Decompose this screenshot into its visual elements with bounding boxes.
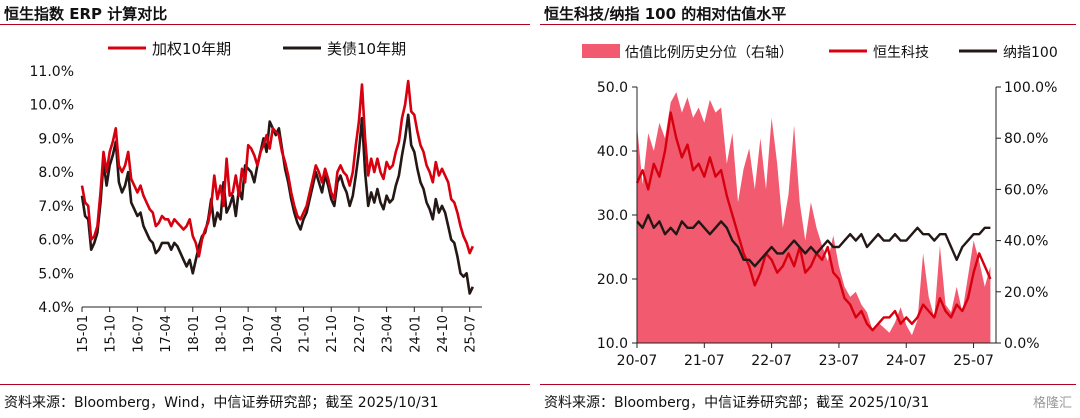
left-x-tick-label: 15-10 [104, 315, 119, 353]
right-right-tick-label: 40.0% [1004, 234, 1048, 250]
right-series-line-hstech [635, 111, 992, 332]
left-x-tick-label: 19-07 [242, 315, 257, 353]
left-y-tick-label: 9.0% [38, 131, 74, 147]
right-right-tick-label: 20.0% [1004, 285, 1048, 301]
left-y-tick-label: 11.0% [30, 64, 74, 80]
left-x-tick-label: 18-10 [214, 315, 229, 353]
left-y-tick-label: 10.0% [30, 98, 74, 114]
left-x-tick-label: 23-04 [381, 315, 396, 353]
right-panel: 恒生科技/纳指 100 的相对估值水平 50.0 40.0 30.0 20.0 10.0… [540, 0, 1080, 418]
left-series-line-ust-10y [80, 113, 474, 295]
right-left-tick-label: 40.0 [597, 144, 628, 160]
right-x-tick-label: 21-07 [684, 353, 725, 369]
right-series-line-ndx100 [636, 213, 991, 268]
right-chart: 50.0 40.0 30.0 20.0 10.0 100.0% 80.0% 60.0% 40.0… [582, 44, 1058, 369]
left-x-tick-label: 18-01 [187, 315, 202, 353]
left-x-tick-label: 24-01 [408, 315, 423, 353]
right-left-tick-label: 50.0 [597, 80, 628, 96]
watermark: 格隆汇 [1032, 396, 1072, 411]
left-panel: 恒生指数 ERP 计算对比 11.0% 10.0% 9.0% 8.0% 7.0% 6.0%… [0, 5, 530, 411]
right-x-tick-label: 20-07 [617, 353, 658, 369]
right-legend-label: 恒生科技 [873, 45, 929, 61]
right-legend-swatch-area [582, 44, 620, 58]
left-x-tick-label: 15-01 [76, 315, 91, 353]
right-left-tick-label: 30.0 [597, 208, 628, 224]
left-series-line-weighted-10y [80, 79, 474, 258]
right-x-tick-label: 23-07 [819, 353, 860, 369]
left-x-tick-label: 17-04 [159, 315, 174, 353]
left-y-tick-label: 4.0% [38, 300, 74, 316]
right-x-tick-label: 25-07 [953, 353, 994, 369]
left-x-tick-label: 20-04 [270, 315, 285, 353]
right-legend-label: 纳指100 [1003, 45, 1058, 61]
left-source-rule [0, 384, 530, 385]
right-series-area-percentile [637, 92, 991, 343]
left-x-tick-label: 22-07 [353, 315, 368, 353]
right-source-note: 资料来源：Bloomberg，中信证券研究部；截至 2025/10/31 [544, 395, 930, 411]
left-chart: 11.0% 10.0% 9.0% 8.0% 7.0% 6.0% 5.0% 4.0%15-01 1… [30, 40, 482, 353]
right-title-rule [540, 24, 1076, 25]
right-right-tick-label: 80.0% [1004, 131, 1048, 147]
left-chart-title: 恒生指数 ERP 计算对比 [4, 5, 168, 23]
right-source-rule [540, 384, 1076, 385]
right-x-tick-label: 22-07 [751, 353, 792, 369]
right-chart-title: 恒生科技/纳指 100 的相对估值水平 [544, 5, 787, 23]
right-legend-label: 估值比例历史分位（右轴） [625, 45, 793, 61]
right-right-tick-label: 60.0% [1004, 182, 1048, 198]
left-title-rule [0, 24, 530, 25]
right-right-tick-label: 100.0% [1004, 80, 1057, 96]
left-legend-label: 加权10年期 [152, 40, 231, 58]
left-source-note: 资料来源：Bloomberg，Wind，中信证券研究部；截至 2025/10/3… [4, 395, 439, 411]
left-x-tick-label: 16-07 [131, 315, 146, 353]
right-left-tick-label: 20.0 [597, 272, 628, 288]
left-y-tick-label: 6.0% [38, 233, 74, 249]
left-y-tick-label: 7.0% [38, 199, 74, 215]
left-x-tick-label: 24-10 [436, 315, 451, 353]
right-x-tick-label: 24-07 [886, 353, 927, 369]
left-x-tick-label: 21-01 [298, 315, 313, 353]
left-x-tick-label: 25-07 [464, 315, 479, 353]
right-right-tick-label: 0.0% [1004, 336, 1040, 352]
left-x-tick-label: 21-10 [325, 315, 340, 353]
left-y-tick-label: 5.0% [38, 266, 74, 282]
right-left-tick-label: 10.0 [597, 336, 628, 352]
left-y-tick-label: 8.0% [38, 165, 74, 181]
left-legend-label: 美债10年期 [327, 40, 406, 58]
